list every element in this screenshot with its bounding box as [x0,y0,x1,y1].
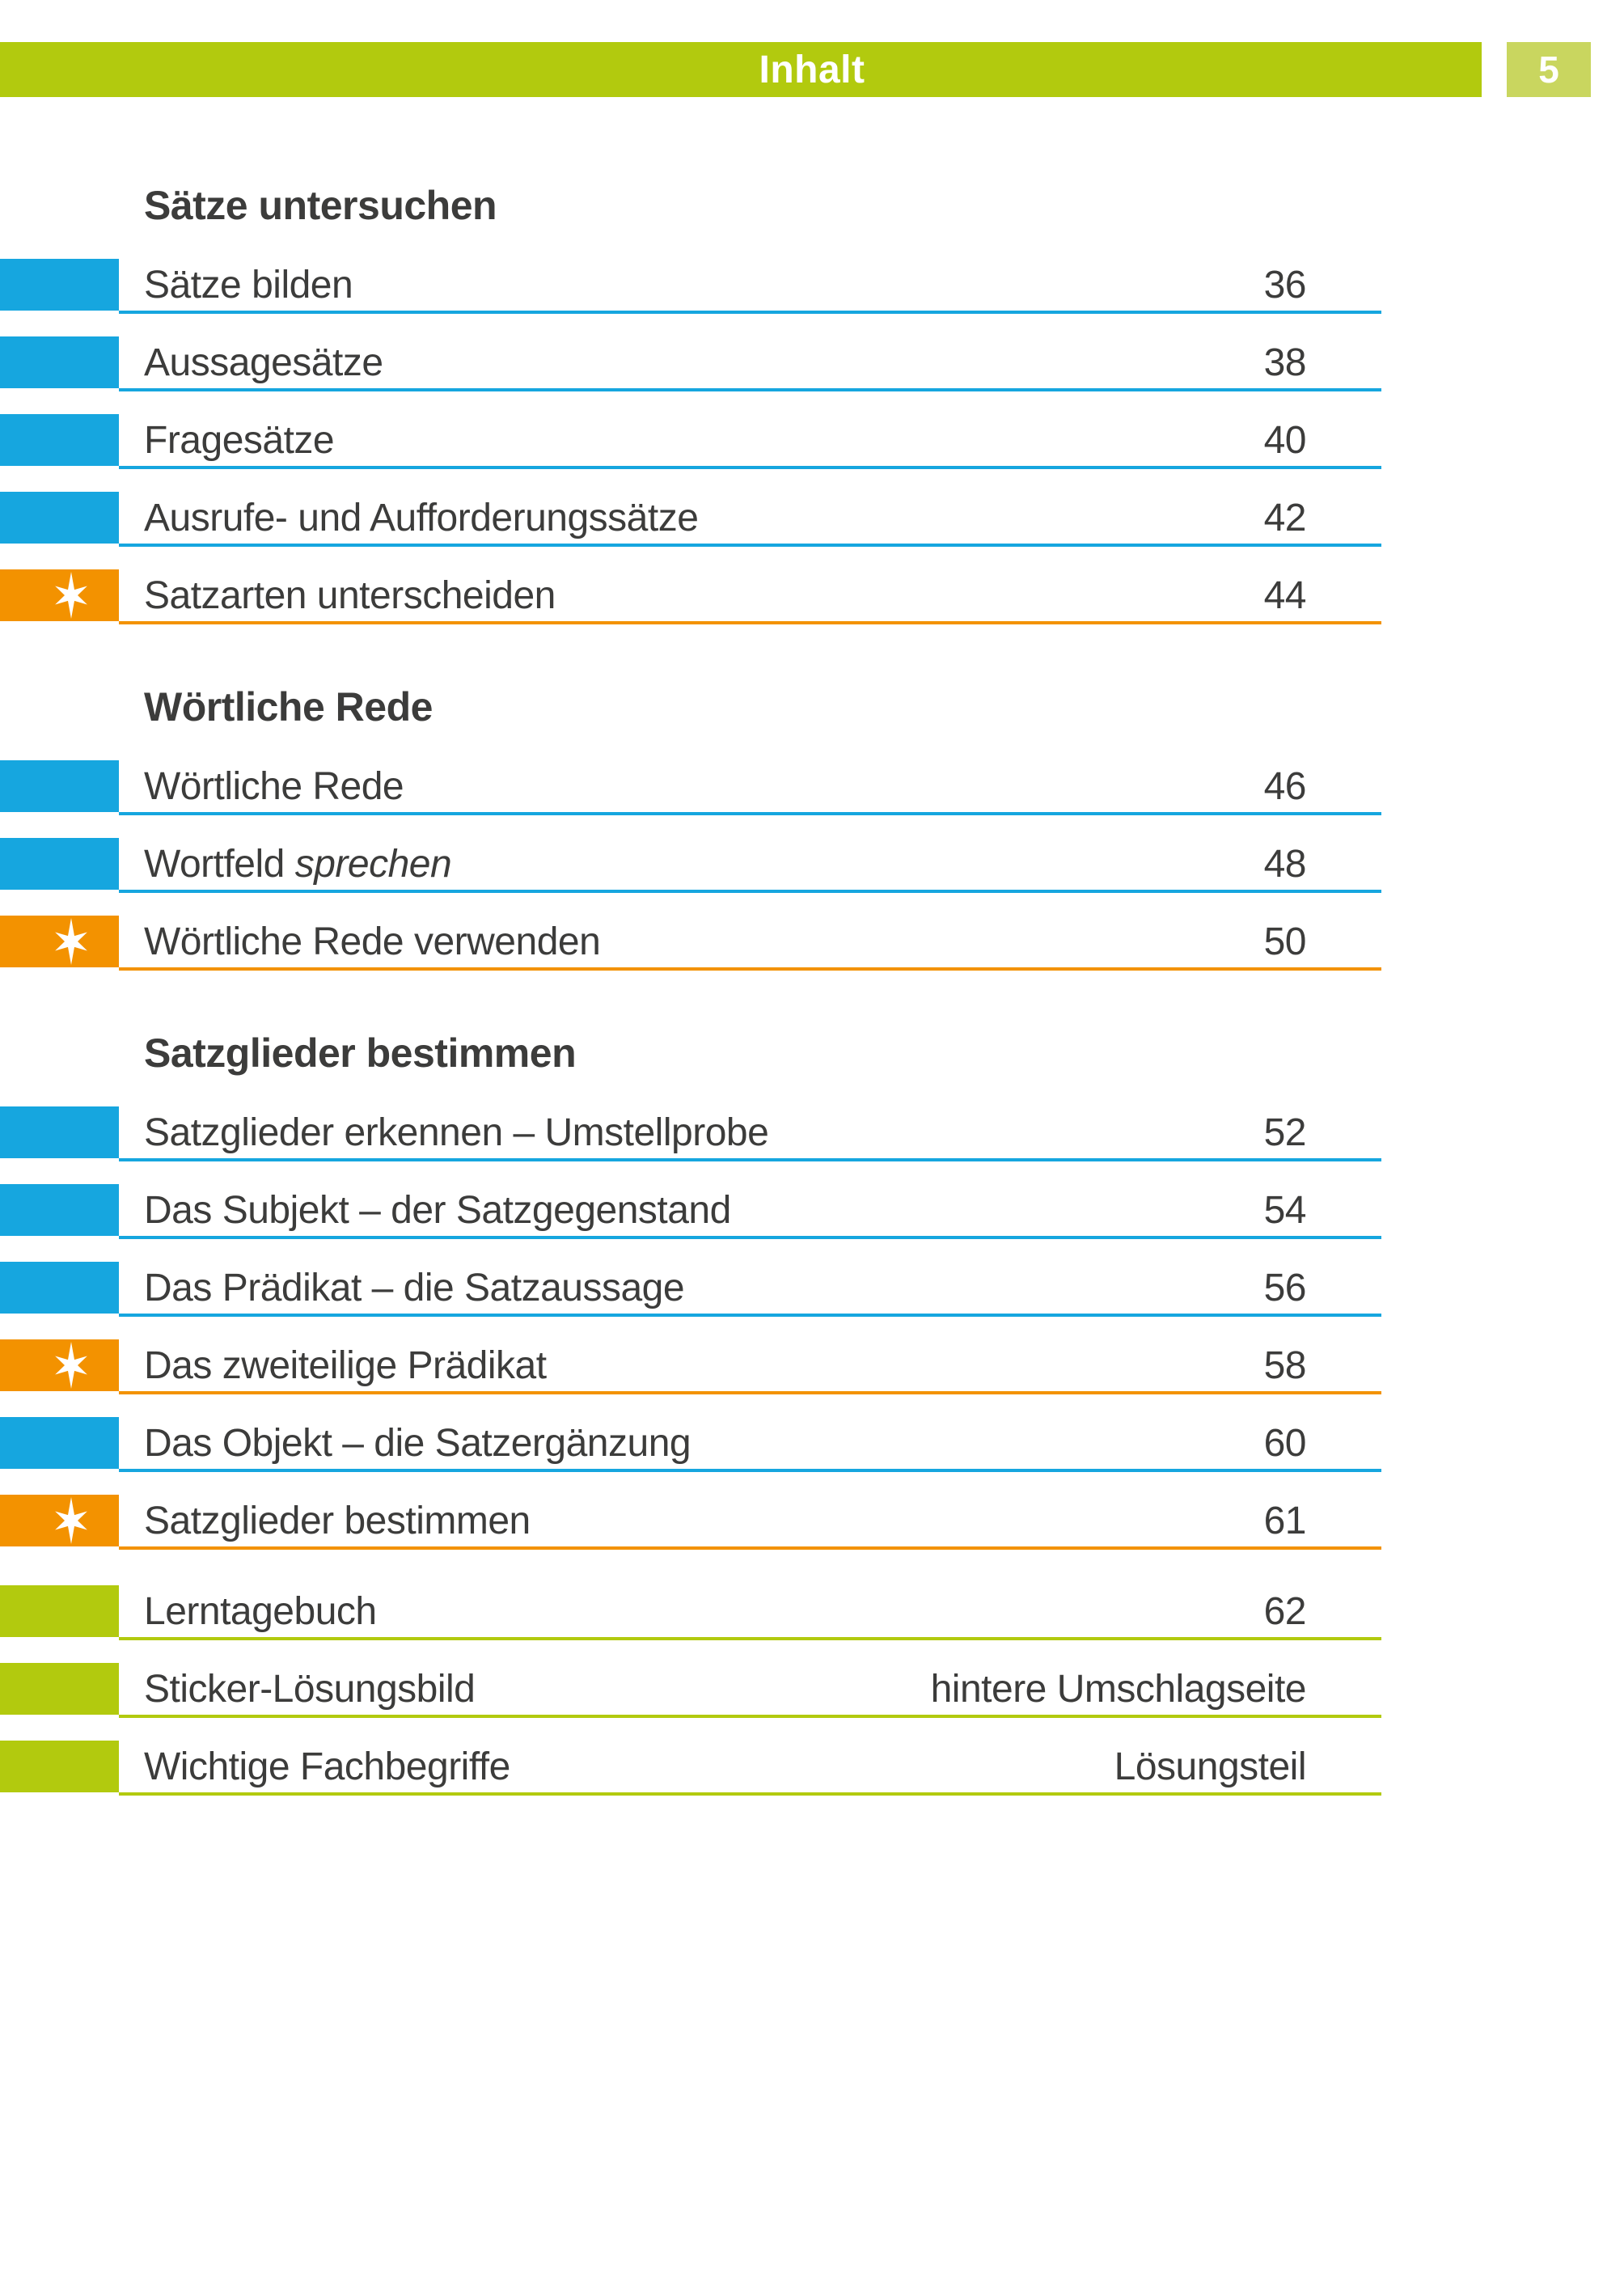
entry-page: hintere Umschlagseite [930,1667,1307,1711]
toc-row: Das Prädikat – die Satzaussage 56 [0,1262,1381,1317]
blue-marker-block [0,1106,119,1158]
toc-row: Wörtliche Rede 46 [0,760,1381,815]
entry-page: 48 [1263,842,1307,886]
toc: Sätze untersuchen Sätze bilden 36 Aussagesä… [0,184,1381,1818]
entry-title: Satzarten unterscheiden [144,573,556,617]
section-heading: Sätze untersuchen [144,183,497,228]
entry-page: 60 [1263,1421,1307,1465]
entry-title: Sticker-Lösungsbild [144,1667,476,1711]
entry-page: 62 [1263,1589,1307,1633]
row-underline [119,890,1381,893]
row-underline [119,1637,1381,1640]
section-heading: Satzglieder bestimmen [144,1030,577,1076]
entry-page: 40 [1263,418,1307,462]
entry-page: 50 [1263,920,1307,963]
row-underline [119,967,1381,971]
blue-marker-block [0,1184,119,1236]
entry-title: Wortfeld sprechen [144,842,452,886]
toc-row: Das Objekt – die Satzergänzung 60 [0,1417,1381,1472]
entry-title: Fragesätze [144,418,335,462]
row-underline [119,388,1381,391]
star-icon [55,1497,87,1544]
star-marker-block [0,569,119,621]
star-icon [55,1342,87,1389]
toc-row: Aussagesätze 38 [0,336,1381,391]
entry-title: Wörtliche Rede [144,764,404,808]
row-underline [119,1469,1381,1472]
row-underline [119,1715,1381,1718]
blue-marker-block [0,1262,119,1314]
entry-title: Aussagesätze [144,341,383,384]
toc-row: Wichtige Fachbegriffe Lösungsteil [0,1741,1381,1796]
entry-title: Das zweiteilige Prädikat [144,1343,547,1387]
star-marker-block [0,1495,119,1546]
toc-row: Satzglieder bestimmen 61 [0,1495,1381,1550]
blue-marker-block [0,336,119,388]
green-marker-block [0,1663,119,1715]
row-underline [119,466,1381,469]
row-underline [119,1236,1381,1239]
entry-title: Das Objekt – die Satzergänzung [144,1421,691,1465]
star-marker-block [0,1339,119,1391]
row-underline [119,621,1381,624]
section-heading: Wörtliche Rede [144,684,433,730]
toc-row: Das Subjekt – der Satzgegenstand 54 [0,1184,1381,1239]
entry-page: 42 [1263,496,1307,539]
entry-title: Wörtliche Rede verwenden [144,920,601,963]
star-marker-block [0,916,119,967]
toc-row: Sätze bilden 36 [0,259,1381,314]
page-title: Inhalt [759,48,865,91]
entry-page: 61 [1263,1499,1307,1542]
entry-page: Lösungsteil [1114,1745,1307,1788]
green-marker-block [0,1585,119,1637]
star-icon [55,572,87,619]
row-underline [119,1314,1381,1317]
blue-marker-block [0,259,119,311]
row-underline [119,544,1381,547]
entry-page: 54 [1263,1188,1307,1232]
green-marker-block [0,1741,119,1792]
entry-page: 52 [1263,1111,1307,1154]
blue-marker-block [0,838,119,890]
entry-title: Ausrufe- und Aufforderungssätze [144,496,699,539]
row-underline [119,1391,1381,1394]
row-underline [119,1792,1381,1796]
entry-title: Sätze bilden [144,263,353,307]
blue-marker-block [0,760,119,812]
entry-title: Lerntagebuch [144,1589,377,1633]
row-underline [119,1546,1381,1550]
entry-page: 46 [1263,764,1307,808]
toc-row: Satzglieder erkennen – Umstellprobe 52 [0,1106,1381,1161]
entry-title: Satzglieder erkennen – Umstellprobe [144,1111,769,1154]
entry-page: 38 [1263,341,1307,384]
entry-title: Das Prädikat – die Satzaussage [144,1266,685,1309]
entry-title: Wichtige Fachbegriffe [144,1745,510,1788]
row-underline [119,1158,1381,1161]
row-underline [119,812,1381,815]
toc-row: Sticker-Lösungsbild hintere Umschlagseite [0,1663,1381,1718]
toc-row: Das zweiteilige Prädikat 58 [0,1339,1381,1394]
row-underline [119,311,1381,314]
entry-page: 56 [1263,1266,1307,1309]
toc-row: Fragesätze 40 [0,414,1381,469]
blue-marker-block [0,1417,119,1469]
entry-title: Das Subjekt – der Satzgegenstand [144,1188,731,1232]
entry-page: 36 [1263,263,1307,307]
entry-page: 58 [1263,1343,1307,1387]
blue-marker-block [0,492,119,544]
toc-row: Wörtliche Rede verwenden 50 [0,916,1381,971]
toc-row: Lerntagebuch 62 [0,1585,1381,1640]
toc-row: Wortfeld sprechen 48 [0,838,1381,893]
header-bar [0,42,1482,97]
toc-row: Ausrufe- und Aufforderungssätze 42 [0,492,1381,547]
star-icon [55,918,87,965]
toc-row: Satzarten unterscheiden 44 [0,569,1381,624]
entry-title: Satzglieder bestimmen [144,1499,531,1542]
entry-page: 44 [1263,573,1307,617]
page-number-badge: 5 [1507,42,1591,97]
blue-marker-block [0,414,119,466]
